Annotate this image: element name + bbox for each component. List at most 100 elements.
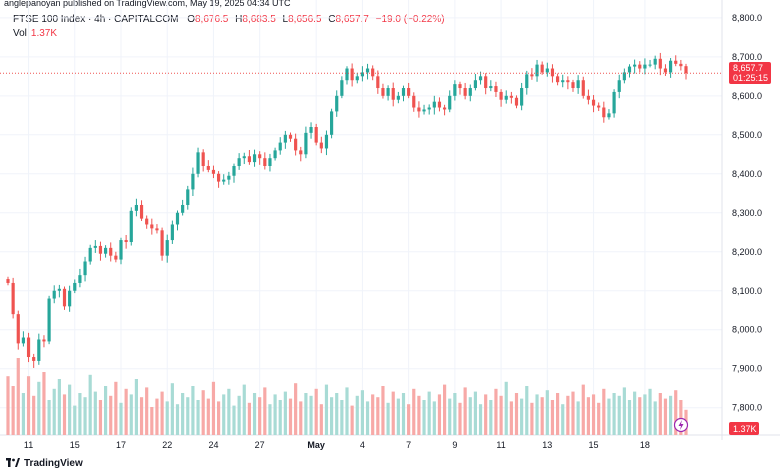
volume-label: Vol: [13, 28, 27, 39]
candle-body: [21, 337, 26, 344]
volume-bar: [160, 391, 164, 435]
candle-body: [181, 204, 185, 213]
volume-bar: [83, 397, 87, 435]
volume-bar: [62, 394, 67, 435]
open-label: O: [187, 14, 195, 25]
candle-body: [437, 101, 442, 108]
price-tick-label: 7,800.0: [732, 403, 762, 413]
volume-bar: [134, 379, 139, 435]
candle-body: [109, 247, 113, 256]
candle-body: [98, 245, 103, 254]
volume-bar: [216, 401, 221, 435]
candle-body: [663, 68, 668, 73]
volume-bar: [98, 400, 103, 435]
candle-body: [68, 290, 72, 307]
volume-bar: [252, 393, 257, 435]
candle-body: [602, 107, 606, 118]
candle-body: [442, 107, 447, 110]
last-price-tag: 8,657.7 01:25:15: [729, 62, 771, 84]
low-label: L: [282, 14, 289, 25]
candle-body: [52, 290, 56, 299]
candle-body: [360, 72, 365, 77]
tradingview-brand: TradingView: [6, 458, 83, 469]
countdown-label: 01:25:15: [733, 73, 768, 83]
volume-bar: [458, 402, 462, 435]
candle-body: [340, 80, 344, 96]
time-tick-label: 27: [255, 440, 265, 450]
volume-bar: [468, 397, 472, 435]
volume-bar: [32, 395, 36, 435]
volume-bar: [376, 397, 380, 435]
time-tick-label: 11: [496, 440, 505, 450]
high-value: 8,683.5: [242, 14, 276, 25]
candle-body: [57, 288, 61, 291]
volume-bar: [165, 401, 169, 435]
time-tick-label: 24: [208, 440, 218, 450]
candle-body: [350, 68, 354, 81]
volume-bar: [571, 391, 575, 435]
volume-bar: [155, 398, 159, 435]
candle-body: [499, 91, 503, 100]
volume-bar: [309, 395, 313, 435]
time-tick-label: 4: [360, 440, 365, 450]
candle-body: [150, 224, 154, 229]
volume-bar: [504, 381, 508, 435]
volume-bar: [648, 388, 652, 435]
candle-body: [653, 58, 657, 65]
candle-body: [478, 76, 483, 81]
volume-bar: [442, 384, 447, 435]
candle-body: [376, 76, 380, 89]
price-tick-label: 7,900.0: [732, 364, 762, 374]
volume-bar: [88, 374, 92, 435]
volume-bar: [509, 401, 513, 435]
price-axis[interactable]: 7,800.0 7,900.0 8,000.0 8,100.0 8,200.0 8,300…: [732, 13, 762, 413]
candle-body: [417, 107, 421, 112]
volume-bar: [129, 394, 133, 435]
volume-bar: [283, 391, 287, 435]
candle-body: [458, 84, 462, 89]
volume-bar: [21, 393, 26, 435]
volume-bar: [391, 391, 395, 435]
candle-body: [88, 247, 92, 262]
alert-icon[interactable]: [673, 417, 689, 433]
candle-body: [566, 80, 570, 83]
publisher-line: anglepanoyan published on TradingView.co…: [4, 0, 291, 8]
volume-bar: [145, 387, 149, 435]
time-tick-label: 9: [452, 440, 457, 450]
time-tick-label: 11: [24, 440, 33, 450]
volume-bar: [658, 393, 662, 435]
candle-body: [453, 84, 457, 96]
volume-bar: [335, 393, 339, 435]
candles: [6, 52, 688, 368]
symbol-title[interactable]: FTSE 100 Index · 4h · CAPITALCOM: [13, 14, 179, 25]
candle-body: [386, 88, 390, 96]
candle-body: [160, 230, 164, 256]
candle-body: [540, 64, 544, 73]
candle-body: [288, 134, 293, 139]
candle-body: [412, 95, 416, 108]
candle-body: [504, 95, 508, 100]
volume-bar: [258, 397, 262, 435]
candle-body: [335, 95, 339, 112]
candle-body: [268, 158, 272, 166]
candle-body: [47, 298, 51, 342]
candle-body: [11, 282, 15, 315]
candle-body: [252, 154, 257, 163]
volume-bar: [422, 400, 426, 435]
time-axis[interactable]: 11 15 17 22 24 27 May 4 7 9 11 13 15 18: [24, 440, 650, 450]
candle-body: [545, 68, 549, 73]
candle-body: [294, 138, 298, 151]
candle-body: [201, 152, 205, 166]
volume-bar: [674, 390, 678, 435]
last-price-box: [729, 62, 771, 84]
volume-bar: [294, 383, 298, 435]
candle-body: [427, 107, 431, 110]
volume-bar: [473, 391, 478, 435]
volume-bar: [463, 387, 467, 435]
candle-body: [145, 218, 149, 225]
candle-body: [114, 255, 118, 260]
volume-bar: [386, 402, 390, 435]
volume-bar: [638, 397, 642, 435]
candle-body: [432, 101, 436, 108]
